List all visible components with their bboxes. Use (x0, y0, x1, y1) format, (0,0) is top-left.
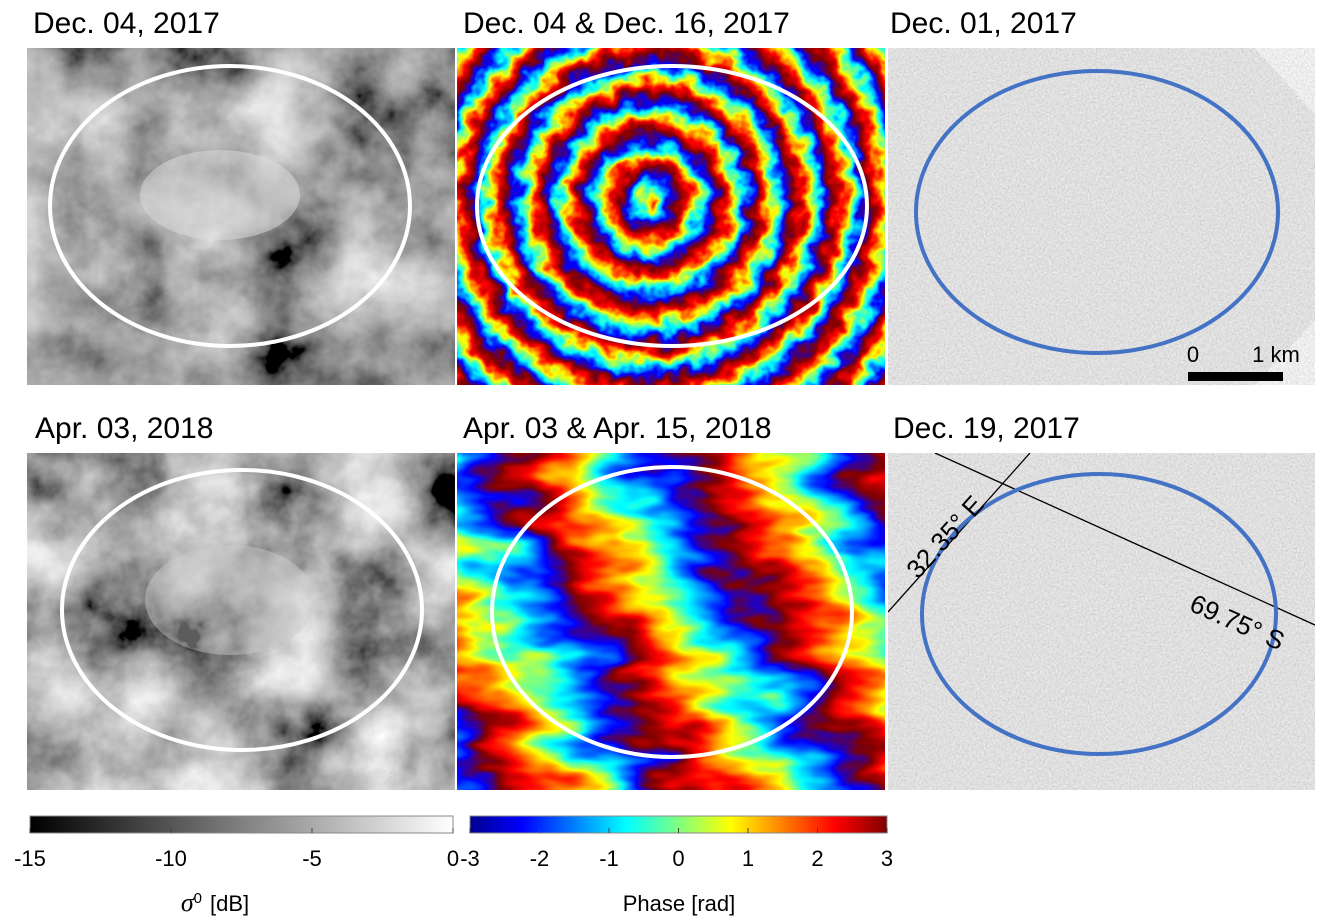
tick-label: -5 (302, 846, 322, 871)
panel-title: Dec. 04 & Dec. 16, 2017 (463, 7, 790, 40)
scale-bar (1188, 372, 1283, 381)
tick-label: 0 (672, 846, 684, 871)
phase-image (457, 48, 885, 385)
ellipse (920, 472, 1278, 756)
ellipse (48, 64, 412, 348)
tick-label: -3 (460, 846, 480, 871)
bright-patch (145, 545, 315, 655)
colorbar-label: Phase [rad] (623, 891, 736, 916)
tick-label: 2 (811, 846, 823, 871)
bright-patch (140, 150, 300, 240)
ellipse (914, 69, 1280, 355)
panel-title: Dec. 19, 2017 (893, 412, 1080, 445)
scale-label: 0 (1187, 342, 1199, 367)
panel-title: Apr. 03 & Apr. 15, 2018 (463, 412, 772, 445)
ellipse (475, 64, 869, 348)
colorbar-label: σ0 [dB] (181, 888, 249, 917)
panel-title: Dec. 04, 2017 (33, 7, 220, 40)
parallel (934, 453, 1315, 626)
tick-label: -1 (599, 846, 619, 871)
unit: [dB] (210, 891, 249, 916)
optical-texture (888, 48, 1315, 385)
scale-label: 1 km (1252, 342, 1300, 367)
tick-label: -2 (530, 846, 550, 871)
ellipse (60, 468, 424, 752)
tick-label: 1 (742, 846, 754, 871)
superscript: 0 (194, 890, 202, 907)
phase-image (457, 453, 885, 790)
tick-label: -15 (14, 846, 46, 871)
optical-texture (888, 453, 1315, 790)
tick-label: -10 (155, 846, 187, 871)
meridian (888, 453, 1031, 613)
ellipse (490, 465, 854, 759)
tick-label: 0 (447, 846, 459, 871)
backscatter-image (27, 453, 455, 790)
tick-label: 3 (881, 846, 893, 871)
panel-title: Dec. 01, 2017 (890, 7, 1077, 40)
colorbar (29, 815, 454, 834)
symbol: σ (181, 888, 195, 917)
panel-title: Apr. 03, 2018 (35, 412, 213, 445)
